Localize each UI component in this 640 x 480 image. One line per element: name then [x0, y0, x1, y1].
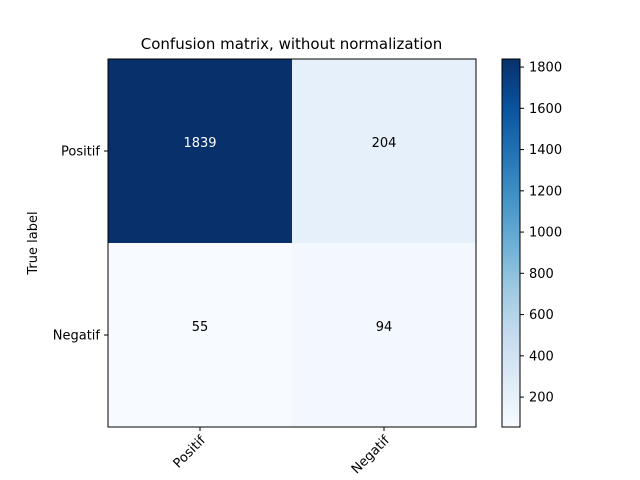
colorbar-tick-label: 1000: [529, 226, 562, 241]
x-tick-label: Positif: [171, 433, 209, 471]
matrix-cells: [108, 59, 476, 427]
colorbar-tick-label: 1600: [529, 102, 562, 117]
colorbar-tick-label: 400: [529, 349, 554, 364]
colorbar-tick-label: 800: [529, 267, 554, 282]
colorbar-tick-label: 1200: [529, 184, 562, 199]
y-axis-ticks: Positif Negatif: [53, 145, 108, 344]
matrix-cell: [108, 243, 292, 427]
x-tick-label: Negatif: [349, 433, 393, 477]
colorbar-ticks: 200 400 600 800 1000 1200 1400 1600 1800: [520, 61, 562, 406]
cell-value-label: 204: [372, 136, 397, 151]
colorbar-tick-label: 200: [529, 391, 554, 406]
colorbar-tick-label: 600: [529, 308, 554, 323]
y-axis-label: True label: [26, 211, 41, 275]
plot-frame: [107, 58, 477, 428]
matrix-cell: [108, 59, 292, 243]
cell-value-labels: 1839 204 55 94: [183, 136, 396, 335]
cell-value-label: 1839: [183, 136, 216, 151]
cell-value-label: 55: [192, 320, 209, 335]
y-tick-label: Negatif: [53, 329, 101, 344]
matrix-cell: [292, 243, 476, 427]
colorbar-tick-label: 1800: [529, 61, 562, 76]
colorbar: [501, 58, 521, 428]
x-axis-ticks: Positif Negatif: [171, 427, 393, 477]
y-tick-label: Positif: [61, 145, 100, 160]
cell-value-label: 94: [376, 320, 393, 335]
matrix-cell: [292, 59, 476, 243]
colorbar-tick-label: 1400: [529, 143, 562, 158]
chart-title: Confusion matrix, without normalization: [141, 35, 443, 53]
